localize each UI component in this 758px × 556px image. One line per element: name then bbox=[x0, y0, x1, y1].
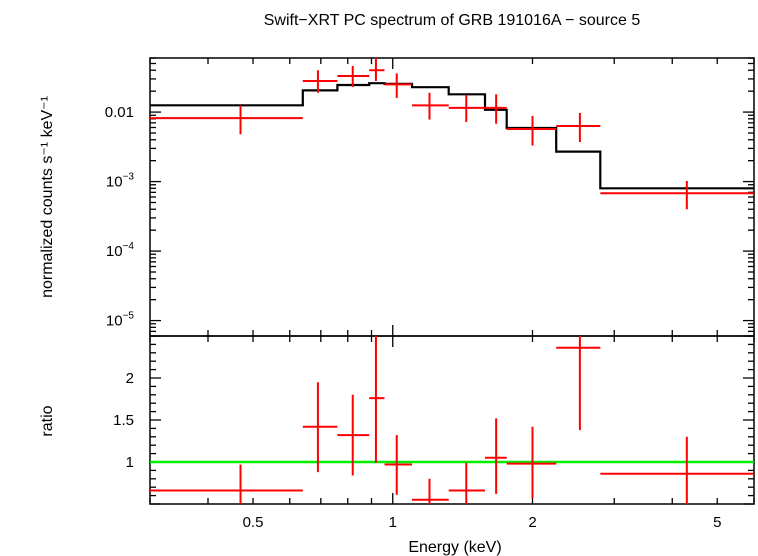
y-tick-label: 10−3 bbox=[106, 172, 135, 191]
ratio-ticks: 0.5 1 2 5 1 1.5 2 bbox=[113, 335, 755, 531]
x-tick-label: 5 bbox=[713, 514, 721, 531]
data-point bbox=[600, 180, 754, 210]
chart-title: Swift−XRT PC spectrum of GRB 191016A − s… bbox=[264, 12, 641, 29]
ratio-panel: 0.5 1 2 5 1 1.5 2 bbox=[113, 335, 755, 531]
data-point bbox=[484, 94, 507, 124]
model-step-line bbox=[150, 82, 754, 190]
ratio-data-points bbox=[150, 336, 754, 504]
data-point bbox=[600, 436, 754, 504]
data-point bbox=[448, 462, 485, 504]
y-tick-label: 1 bbox=[126, 454, 134, 471]
y-tick-label: 2 bbox=[126, 370, 134, 387]
spectrum-ticks: 10−5 10−4 10−3 0.01 bbox=[105, 57, 755, 337]
x-axis-label: Energy (keV) bbox=[408, 539, 501, 556]
data-point bbox=[337, 66, 370, 87]
data-point bbox=[484, 418, 507, 494]
data-point bbox=[556, 113, 601, 143]
spectrum-y-axis-label: normalized counts s⁻¹ keV⁻¹ bbox=[39, 96, 56, 298]
ratio-y-axis-label: ratio bbox=[39, 405, 56, 436]
data-point bbox=[448, 95, 485, 122]
data-point bbox=[506, 426, 557, 499]
data-point bbox=[411, 92, 449, 120]
model-curve bbox=[150, 82, 754, 190]
data-point bbox=[369, 336, 385, 463]
x-tick-label: 1 bbox=[389, 514, 397, 531]
y-tick-label: 1.5 bbox=[113, 412, 134, 429]
spectrum-frame bbox=[149, 57, 755, 337]
data-point bbox=[384, 73, 412, 98]
y-tick-label: 0.01 bbox=[105, 104, 134, 121]
data-point bbox=[150, 105, 303, 135]
data-point bbox=[302, 70, 338, 93]
data-point bbox=[506, 115, 557, 146]
data-point bbox=[369, 58, 385, 82]
spectrum-panel: 10−5 10−4 10−3 0.01 bbox=[105, 57, 755, 337]
x-tick-label: 2 bbox=[528, 514, 536, 531]
data-point bbox=[337, 394, 370, 476]
y-tick-label: 10−5 bbox=[106, 311, 135, 330]
data-point bbox=[150, 464, 303, 504]
y-tick-label: 10−4 bbox=[106, 241, 135, 260]
x-tick-label: 0.5 bbox=[243, 514, 264, 531]
data-point bbox=[411, 478, 449, 504]
data-point bbox=[556, 336, 601, 431]
data-point bbox=[384, 435, 412, 495]
data-point bbox=[302, 382, 338, 473]
spectrum-data-points bbox=[150, 58, 754, 210]
